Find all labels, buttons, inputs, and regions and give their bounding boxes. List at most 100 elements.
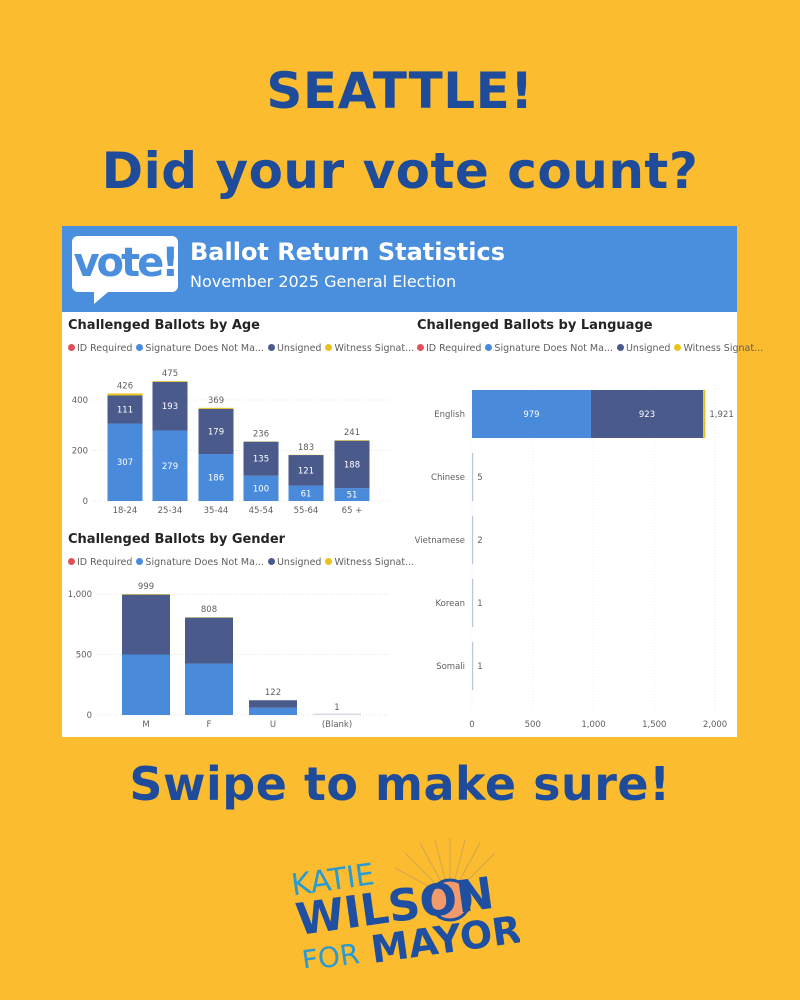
- vote-logo: vote!: [72, 236, 180, 304]
- dashboard-title: Ballot Return Statistics: [190, 238, 505, 266]
- x-tick-label: U: [270, 720, 276, 730]
- x-tick-label: 65 +: [342, 506, 363, 516]
- bar-segment-unsigned: [334, 440, 370, 489]
- legend-label: Witness Signat...: [683, 343, 764, 354]
- segment-label: 193: [162, 402, 178, 412]
- segment-label: 61: [301, 489, 312, 499]
- bar-segment-witness-signat-: [334, 440, 370, 441]
- bar-segment-unsigned: [185, 617, 233, 664]
- x-tick-label: (Blank): [322, 720, 352, 730]
- total-label: 1: [477, 599, 482, 609]
- segment-label: 121: [298, 466, 314, 476]
- y-tick-label: Korean: [436, 599, 465, 609]
- bar-segment-signature-does-not-ma-: [472, 453, 474, 501]
- language-chart-title: Challenged Ballots by Language: [417, 318, 653, 333]
- bar-segment-signature-does-not-ma-: [185, 663, 233, 715]
- total-label: 1,921: [709, 410, 733, 420]
- legend-item[interactable]: ID Required: [417, 343, 481, 354]
- bar-segment-signature-does-not-ma-: [288, 485, 324, 501]
- x-tick-label: F: [207, 720, 212, 730]
- total-label: 1: [477, 662, 482, 672]
- bar-segment-signature-does-not-ma-: [472, 516, 474, 564]
- total-label: 183: [298, 443, 314, 453]
- age-chart-title: Challenged Ballots by Age: [68, 318, 260, 333]
- x-tick-label: 35-44: [204, 506, 229, 516]
- y-tick-label: 0: [87, 711, 92, 721]
- y-tick-label: 500: [76, 651, 92, 661]
- total-label: 426: [117, 381, 133, 391]
- dashboard-banner: vote! Ballot Return Statistics November …: [62, 226, 737, 312]
- legend-item[interactable]: Signature Does Not Ma...: [485, 343, 613, 354]
- total-label: 369: [208, 396, 224, 406]
- x-tick-label: M: [142, 720, 149, 730]
- headline-seattle: SEATTLE!: [266, 62, 534, 120]
- headline-question: Did your vote count?: [101, 142, 699, 200]
- gender-chart-title: Challenged Ballots by Gender: [68, 532, 286, 547]
- bar-segment-unsigned: [243, 441, 279, 476]
- legend-item[interactable]: Unsigned: [616, 343, 670, 354]
- legend-item[interactable]: Witness Signat...: [674, 343, 763, 354]
- y-tick-label: English: [434, 410, 465, 420]
- x-tick-label: 55-64: [294, 506, 319, 516]
- legend-label: Witness Signat...: [334, 557, 415, 568]
- skyline-emblem-icon: [428, 878, 472, 922]
- legend-item[interactable]: Signature Does Not Ma...: [136, 557, 264, 568]
- legend-dot-icon: [68, 558, 75, 565]
- total-label: 236: [253, 429, 269, 439]
- bar-segment-signature-does-not-ma-: [334, 488, 370, 501]
- bar-segment-signature-does-not-ma-: [243, 475, 279, 501]
- bar-segment-signature-does-not-ma-: [472, 579, 474, 627]
- x-tick-label: 18-24: [113, 506, 138, 516]
- x-tick-label: 25-34: [158, 506, 183, 516]
- total-label: 1: [334, 703, 339, 713]
- legend-item[interactable]: Witness Signat...: [325, 557, 414, 568]
- legend-label: Signature Does Not Ma...: [145, 343, 264, 354]
- legend-label: Signature Does Not Ma...: [145, 557, 264, 568]
- segment-label: 51: [347, 491, 358, 501]
- legend-dot-icon: [674, 344, 682, 351]
- legend-item[interactable]: Unsigned: [267, 343, 322, 354]
- call-to-action: Swipe to make sure!: [129, 757, 671, 811]
- segment-label: 111: [117, 405, 133, 415]
- y-tick-label: Somali: [436, 662, 465, 672]
- legend-dot-icon: [68, 344, 75, 351]
- bar-segment-unsigned: [288, 455, 324, 486]
- legend-item[interactable]: Unsigned: [267, 557, 321, 568]
- total-label: 5: [477, 473, 482, 483]
- segment-label: 188: [344, 460, 360, 470]
- legend-label: Unsigned: [276, 343, 322, 354]
- legend-item[interactable]: ID Required: [68, 557, 132, 568]
- legend-dot-icon: [417, 344, 424, 351]
- y-tick-label: Chinese: [431, 473, 465, 483]
- y-tick-label: Vietnamese: [415, 536, 465, 546]
- bar-segment-signature-does-not-ma-: [249, 707, 297, 715]
- language-legend: ID Required Signature Does Not Ma... Unsig…: [417, 343, 767, 354]
- bar-segment-witness-signat-: [152, 381, 188, 382]
- bar-segment-unsigned: [122, 594, 170, 655]
- bar-segment-witness-signat-: [703, 390, 706, 438]
- legend-item[interactable]: Witness Signat...: [325, 343, 414, 354]
- legend-label: Signature Does Not Ma...: [494, 343, 613, 354]
- bar-segment: [313, 713, 361, 715]
- y-tick-label: 200: [72, 447, 88, 457]
- segment-label: 979: [523, 410, 539, 420]
- bar-segment-signature-does-not-ma-: [107, 423, 143, 501]
- legend-item[interactable]: Signature Does Not Ma...: [136, 343, 264, 354]
- legend-dot-icon: [616, 344, 624, 351]
- legend-label: ID Required: [77, 343, 133, 354]
- total-label: 122: [265, 688, 281, 698]
- segment-label: 923: [639, 410, 655, 420]
- legend-item[interactable]: ID Required: [68, 343, 132, 354]
- total-label: 808: [201, 605, 217, 615]
- y-tick-label: 1,000: [68, 590, 92, 600]
- y-tick-label: 0: [83, 497, 88, 507]
- legend-dot-icon: [325, 558, 333, 565]
- bar-segment-witness-signat-: [198, 407, 234, 409]
- segment-label: 179: [208, 427, 224, 437]
- total-label: 241: [344, 428, 360, 438]
- segment-label: 279: [162, 462, 178, 472]
- x-tick-label: 0: [469, 720, 474, 730]
- x-tick-label: 2,000: [703, 720, 727, 730]
- x-tick-label: 1,000: [581, 720, 605, 730]
